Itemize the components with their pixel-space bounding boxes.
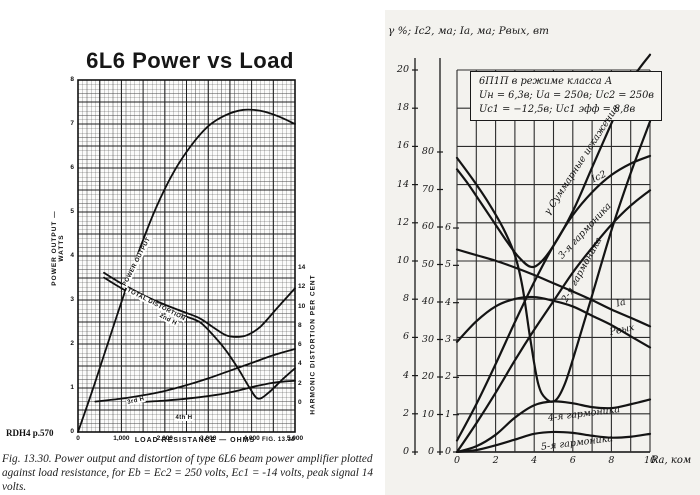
yl-tick-7: 7 (70, 120, 74, 127)
xl-tick-0: 0 (76, 435, 80, 442)
left-chart-xaxis-title: LOAD RESISTANCE — OHMS (134, 437, 256, 444)
xl-tick-2: 2,000 (156, 435, 173, 442)
r-current-tick-30: 30 (421, 333, 434, 345)
r-power-tick-0: 0 (444, 446, 451, 457)
left-chart-source-note: RDH4 p.570 (6, 428, 54, 438)
curve-fourth-harmonic (129, 379, 296, 404)
r-x-tick-2: 2 (492, 455, 499, 466)
yr-tick-8: 8 (298, 321, 302, 329)
yl-tick-4: 4 (70, 252, 74, 259)
yr-tick-10: 10 (298, 302, 306, 310)
r-x-tick-0: 0 (453, 455, 461, 466)
r-current-tick-50: 50 (421, 258, 434, 270)
r-current-tick-10: 10 (421, 408, 434, 420)
curve-total-distortion (103, 271, 296, 338)
r-gamma-tick-16: 16 (396, 140, 409, 152)
r-power-tick-3: 3 (444, 334, 451, 345)
curve-anode-current (455, 248, 652, 328)
right-chart-axis-header: γ %; Ic2, ма; Iа, ма; Pвых, вт (388, 25, 550, 37)
curve-third-harmonic (94, 348, 296, 403)
curve-fifth-harmonic (455, 430, 652, 453)
yr-tick-6: 6 (298, 341, 302, 349)
yl-tick-0: 0 (70, 428, 74, 435)
r-x-tick-10: 10 (643, 455, 657, 466)
conditions-line-1: 6П1П в режиме класса А (479, 76, 613, 87)
r-power-tick-4: 4 (444, 296, 451, 308)
yl-tick-5: 5 (70, 208, 74, 215)
yl-tick-6: 6 (70, 164, 74, 171)
r-current-tick-70: 70 (421, 183, 434, 195)
r-gamma-tick-20: 20 (396, 64, 409, 75)
curve-label-fourth-harmonic: 4th H (174, 415, 194, 421)
r-gamma-tick-12: 12 (396, 216, 409, 228)
r-power-tick-1: 1 (444, 408, 451, 420)
left-chart-caption: Fig. 13.30. Power output and distortion … (2, 452, 382, 494)
caption-line-1: Fig. 13.30. Power output and distortion … (2, 453, 373, 465)
r-gamma-tick-4: 4 (402, 369, 409, 381)
r-x-tick-4: 4 (531, 455, 538, 466)
xl-tick-4: 4,000 (243, 435, 260, 442)
left-chart-title: 6L6 Power vs Load (86, 48, 294, 73)
yr-tick-0: 0 (298, 399, 302, 406)
r-power-tick-5: 5 (444, 259, 451, 271)
r-gamma-tick-8: 8 (402, 293, 409, 305)
r-gamma-tick-2: 2 (402, 407, 409, 419)
r-x-tick-6: 6 (569, 455, 576, 466)
yr-tick-2: 2 (298, 379, 302, 387)
caption-line-2: against load resistance, for Eb = Ec2 = … (2, 467, 374, 493)
yr-tick-14: 14 (298, 263, 306, 271)
right-chart-xaxis-title: Rа, ком (651, 455, 692, 466)
r-gamma-tick-0: 0 (402, 446, 409, 457)
curve-total-distortion (455, 53, 652, 269)
r-current-tick-20: 20 (421, 371, 434, 382)
r-current-tick-60: 60 (421, 221, 434, 232)
r-current-tick-0: 0 (427, 446, 434, 457)
r-current-tick-80: 80 (421, 146, 434, 157)
curve-output-power (455, 295, 652, 349)
r-power-tick-6: 6 (444, 222, 451, 234)
curve-screen-current (455, 154, 652, 442)
yr-tick-4: 4 (298, 360, 302, 368)
curve-fourth-harmonic (455, 398, 652, 453)
r-power-tick-2: 2 (444, 371, 451, 383)
xl-tick-5: 5,000 (286, 435, 304, 442)
r-gamma-tick-6: 6 (402, 331, 409, 343)
r-current-tick-40: 40 (421, 296, 434, 307)
yl-tick-8: 8 (70, 76, 74, 83)
xl-tick-1: 1,000 (113, 435, 130, 442)
xl-tick-3: 3,000 (200, 435, 217, 442)
conditions-line-2: Uн = 6,3в; Uа = 250в; Uс2 = 250в (479, 90, 655, 101)
r-gamma-tick-10: 10 (396, 255, 409, 266)
r-gamma-tick-18: 18 (396, 102, 409, 114)
left-chart-fig-number: FIG. 13.30 (262, 437, 296, 443)
r-gamma-tick-14: 14 (396, 178, 409, 190)
curve-power-output (77, 108, 296, 433)
r-x-tick-8: 8 (608, 455, 615, 466)
yr-tick-12: 12 (298, 283, 306, 291)
yl-tick-3: 3 (70, 296, 74, 303)
yl-tick-2: 2 (70, 340, 74, 347)
conditions-line-3: Uс1 = −12,5в; Uс1 эфф = 8,8в (479, 104, 636, 115)
yl-tick-1: 1 (70, 384, 74, 391)
right-chart-conditions-box: 6П1П в режиме класса А Uн = 6,3в; Uа = 2… (470, 71, 662, 121)
curve-second-harmonic (455, 120, 652, 403)
